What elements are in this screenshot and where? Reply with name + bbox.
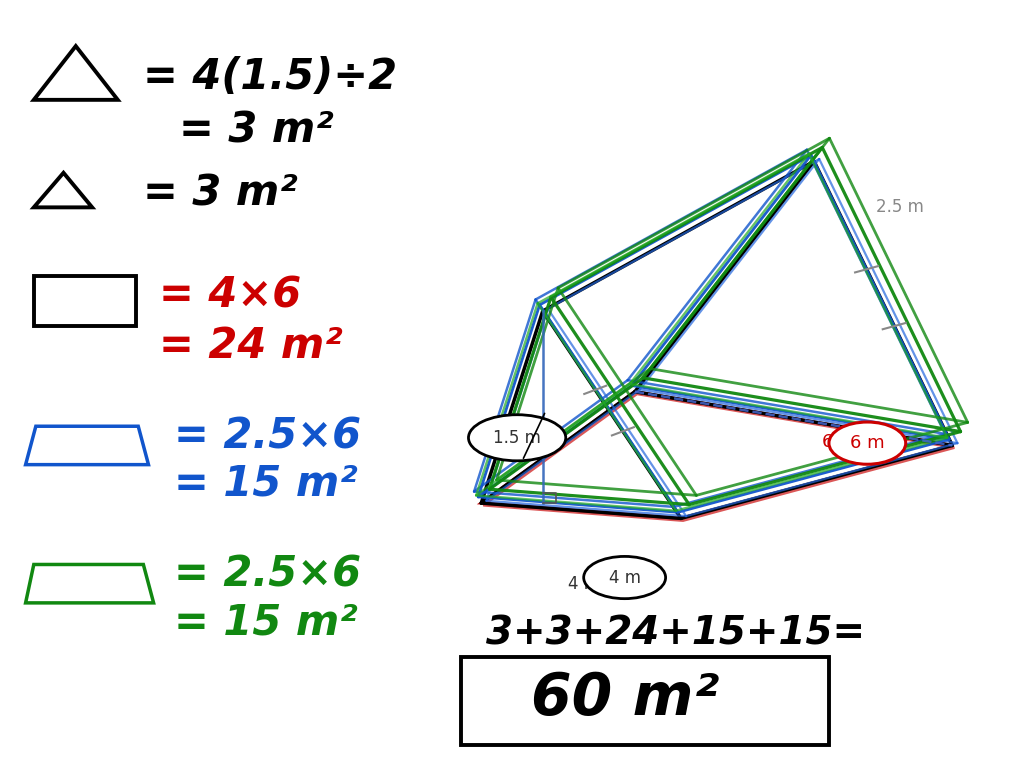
Text: = 15 m²: = 15 m² — [174, 463, 357, 505]
Text: 2.5 m: 2.5 m — [876, 198, 924, 217]
Text: = 4×6: = 4×6 — [159, 275, 301, 316]
Text: = 24 m²: = 24 m² — [159, 325, 342, 366]
Text: = 15 m²: = 15 m² — [174, 601, 357, 643]
Ellipse shape — [469, 415, 565, 461]
Text: = 2.5×6: = 2.5×6 — [174, 415, 361, 457]
Text: 3+3+24+15+15=: 3+3+24+15+15= — [486, 614, 865, 653]
Ellipse shape — [829, 422, 906, 464]
Text: = 4(1.5)÷2: = 4(1.5)÷2 — [143, 56, 397, 98]
Text: = 2.5×6: = 2.5×6 — [174, 554, 361, 595]
Text: = 3 m²: = 3 m² — [179, 110, 334, 151]
Bar — [34, 276, 136, 326]
Text: 4 m: 4 m — [567, 574, 600, 593]
Bar — [461, 657, 829, 745]
Text: 6 m: 6 m — [850, 434, 885, 452]
Ellipse shape — [584, 556, 666, 599]
Text: 4 m: 4 m — [608, 568, 641, 587]
Text: 1.5 m: 1.5 m — [483, 429, 530, 447]
Text: = 3 m²: = 3 m² — [143, 173, 298, 214]
Text: 6 m: 6 m — [822, 432, 857, 451]
Text: 60 m²: 60 m² — [530, 670, 719, 727]
Text: 1.5 m: 1.5 m — [494, 429, 541, 447]
